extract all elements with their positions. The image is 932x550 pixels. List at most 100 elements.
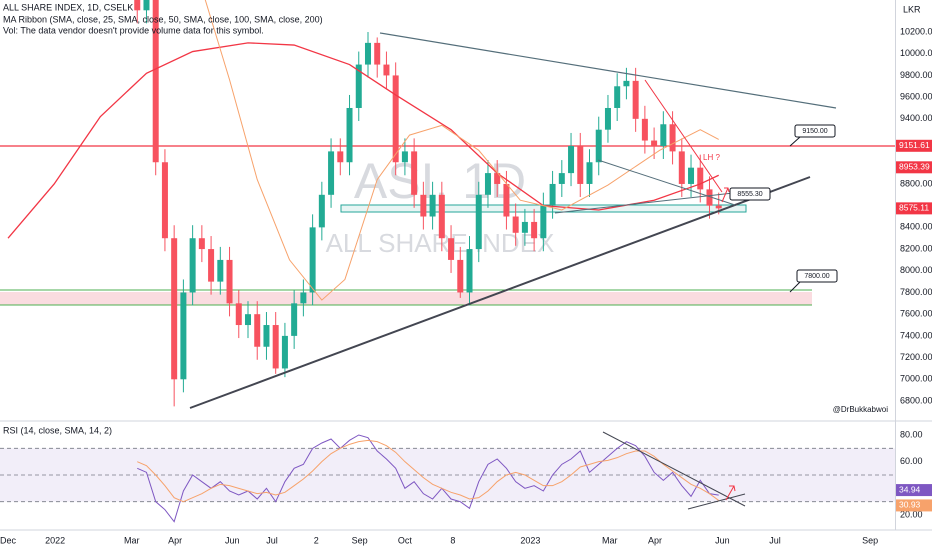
candle-body (300, 292, 307, 304)
candle-body (623, 80, 630, 87)
candle-body (226, 259, 233, 304)
candle-body (272, 325, 279, 369)
price-label: 9151.61 (899, 140, 930, 150)
candle-body (171, 238, 178, 380)
price-label: 8575.11 (899, 203, 929, 213)
candle-body (641, 118, 648, 141)
annotation: LH ? (703, 153, 720, 162)
x-tick-label: Dec (0, 535, 17, 545)
annotation: 8555.30 (737, 191, 762, 198)
candle-body (457, 259, 464, 293)
candle-body (383, 64, 390, 76)
candle-body (521, 221, 528, 233)
trend-line (379, 32, 837, 109)
candle-body (706, 189, 713, 206)
candle-body (669, 124, 676, 152)
candle-body (632, 80, 639, 119)
y-tick-label: 8000.00 (900, 265, 932, 275)
label-box (796, 269, 838, 283)
arrow (725, 485, 736, 501)
price-label-box (896, 202, 932, 215)
x-tick-label: Mar (124, 535, 140, 545)
x-tick-label: Apr (648, 535, 662, 545)
candle-body (309, 227, 316, 293)
rsi-value-box (896, 484, 932, 497)
volume-note: Vol: The data vendor doesn't provide vol… (3, 25, 264, 35)
y-tick-label: 7200.00 (900, 352, 932, 362)
y-tick-label: 7600.00 (900, 309, 932, 319)
candle-body (678, 151, 685, 184)
indicator-label: MA Ribbon (SMA, close, 25, SMA, close, 5… (3, 14, 323, 24)
x-tick-label: Sep (862, 535, 878, 545)
candle-body (577, 145, 584, 184)
credit: @DrBukkabwoi (833, 405, 888, 414)
rsi-value: 34.94 (899, 484, 921, 494)
candle-body (715, 205, 722, 209)
candle-body (466, 249, 473, 293)
arrow (721, 187, 730, 203)
candle-body (651, 140, 658, 146)
y-tick-label: 9600.00 (900, 92, 932, 102)
y-tick-label: 20.00 (900, 509, 923, 519)
candle-body (134, 0, 141, 11)
candle-body (448, 238, 455, 260)
candle-body (660, 124, 667, 146)
candle-body (180, 292, 187, 380)
leader (789, 136, 801, 147)
candle-body (281, 335, 288, 369)
candle-body (438, 194, 445, 239)
candle-body (614, 86, 621, 108)
y-tick-label: 8400.00 (900, 222, 932, 232)
x-tick-label: Jul (769, 535, 781, 545)
candle-body (392, 75, 399, 163)
rsi-line (137, 439, 720, 503)
candle-body (355, 64, 362, 108)
candle-body (503, 183, 510, 217)
label-box (794, 124, 836, 138)
candle-body (688, 167, 695, 184)
y-tick-label: 6800.00 (900, 395, 932, 405)
rsi-value-box (896, 499, 932, 512)
candle-body (401, 151, 408, 163)
y-tick-label: 8800.00 (900, 178, 932, 188)
candle-body (374, 42, 381, 65)
candle-body (549, 183, 556, 206)
chart-title: ALL SHARE INDEX, 1D, CSELK (3, 2, 133, 12)
trend-line (597, 159, 736, 206)
candle-body (198, 238, 205, 250)
candle-body (475, 194, 482, 250)
x-tick-label: Mar (602, 535, 618, 545)
x-tick-label: Jun (225, 535, 240, 545)
annotation: 7800.00 (804, 273, 829, 280)
x-tick-label: Jun (715, 535, 730, 545)
candle-body (318, 194, 325, 228)
price-label: 8953.39 (899, 162, 930, 172)
x-tick-label: 2 (314, 535, 319, 545)
candle-body (420, 194, 427, 217)
candle-body (208, 249, 215, 282)
candle-body (217, 259, 224, 282)
y-tick-label: 9800.00 (900, 70, 932, 80)
trend-line (687, 493, 746, 510)
y-tick-label: 60.00 (900, 456, 923, 466)
candle-body (697, 167, 704, 190)
candle-body (263, 325, 270, 347)
price-label-box (896, 161, 932, 174)
zone (0, 292, 812, 305)
price-label-box (896, 139, 932, 152)
candle-body (595, 129, 602, 163)
currency: LKR (903, 4, 921, 14)
trend-line (189, 176, 811, 409)
candle-body (531, 221, 538, 239)
rsi-line (137, 434, 719, 523)
x-tick-label: Apr (168, 535, 182, 545)
y-tick-label: 80.00 (900, 429, 923, 439)
rsi-drawings (602, 431, 746, 510)
rsi-pane (0, 434, 895, 523)
x-tick-label: Jul (266, 535, 278, 545)
candle-body (494, 173, 501, 184)
candle-body (411, 151, 418, 195)
candle-body (143, 0, 150, 11)
x-tick-label: 2023 (520, 535, 540, 545)
